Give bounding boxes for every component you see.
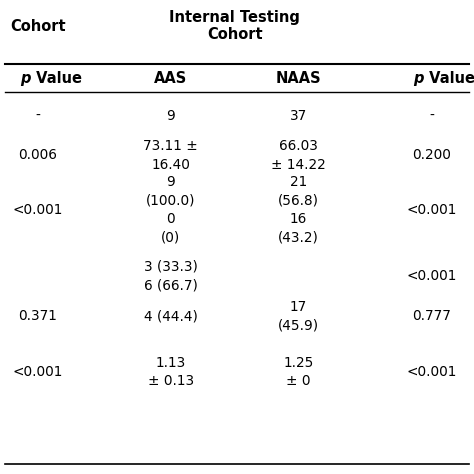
Text: 66.03
± 14.22: 66.03 ± 14.22 [271,139,326,172]
Text: 0.777: 0.777 [412,309,451,323]
Text: 1.13
± 0.13: 1.13 ± 0.13 [147,356,194,388]
Text: <0.001: <0.001 [406,365,456,379]
Text: 37: 37 [290,109,307,123]
Text: Value: Value [31,71,82,86]
Text: -: - [36,109,40,123]
Text: p: p [20,71,30,86]
Text: 17
(45.9): 17 (45.9) [278,300,319,332]
Text: 1.25
± 0: 1.25 ± 0 [283,356,314,388]
Text: 4 (44.4): 4 (44.4) [144,309,198,323]
Text: NAAS: NAAS [276,71,321,86]
Text: 0.200: 0.200 [412,148,451,163]
Text: Cohort: Cohort [10,18,66,34]
Text: 21
(56.8)
16
(43.2): 21 (56.8) 16 (43.2) [278,175,319,244]
Text: <0.001: <0.001 [406,202,456,217]
Text: 3 (33.3)
6 (66.7): 3 (33.3) 6 (66.7) [144,260,198,292]
Text: AAS: AAS [154,71,187,86]
Text: -: - [429,109,434,123]
Text: 0.006: 0.006 [18,148,57,163]
Text: <0.001: <0.001 [406,269,456,283]
Text: Value: Value [424,71,474,86]
Text: <0.001: <0.001 [13,365,63,379]
Text: <0.001: <0.001 [13,202,63,217]
Text: p: p [413,71,424,86]
Text: 9
(100.0)
0
(0): 9 (100.0) 0 (0) [146,175,195,244]
Text: 0.371: 0.371 [18,309,57,323]
Text: 9: 9 [166,109,175,123]
Text: 73.11 ±
16.40: 73.11 ± 16.40 [143,139,198,172]
Text: Internal Testing
Cohort: Internal Testing Cohort [169,10,300,42]
